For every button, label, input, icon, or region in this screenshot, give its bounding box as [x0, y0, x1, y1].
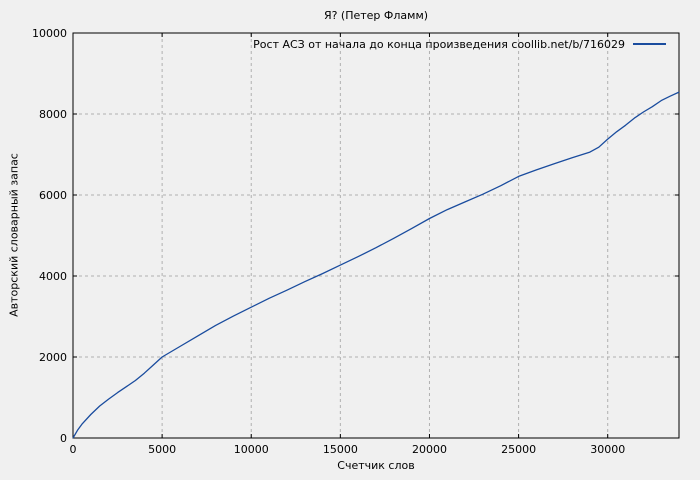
chart-title: Я? (Петер Фламм)	[323, 9, 429, 22]
y-tick-label: 6000	[39, 188, 67, 202]
y-tick-label: 0	[60, 431, 67, 445]
y-tick-label: 10000	[32, 26, 67, 40]
x-tick-label: 0	[69, 443, 77, 456]
x-tick-label: 5000	[148, 443, 177, 456]
series-line	[72, 91, 680, 439]
x-tick-label: 10000	[233, 443, 269, 456]
y-tick-label: 4000	[39, 269, 67, 283]
x-tick-label: 25000	[501, 443, 537, 456]
x-tick-label: 30000	[590, 443, 626, 456]
legend-line-sample	[633, 43, 666, 45]
plot-border	[72, 32, 680, 439]
x-axis-label: Счетчик слов	[337, 459, 415, 472]
legend: Рост АСЗ от начала до конца произведения…	[253, 37, 666, 51]
y-tick-label: 8000	[39, 107, 67, 121]
x-tick-label: 20000	[411, 443, 447, 456]
legend-label: Рост АСЗ от начала до конца произведения…	[253, 37, 625, 51]
x-tick-label: 15000	[322, 443, 358, 456]
y-tick-label: 2000	[39, 350, 67, 364]
y-axis-label: Авторский словарный запас	[7, 153, 21, 317]
